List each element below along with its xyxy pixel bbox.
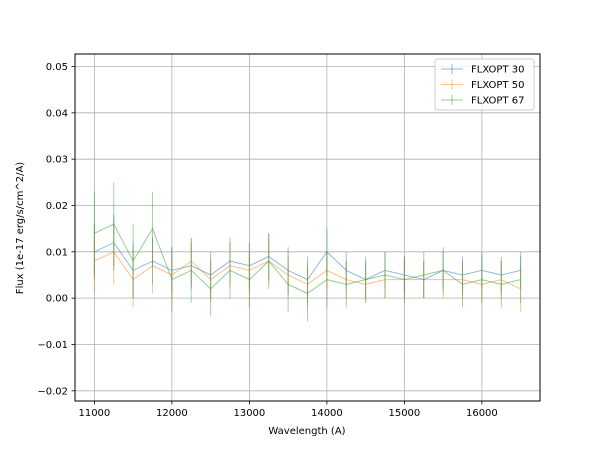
legend-label: FLXOPT 67 bbox=[471, 96, 524, 107]
y-axis-label: Flux (1e-17 erg/s/cm^2/A) bbox=[15, 162, 26, 294]
y-tick-label: −0.01 bbox=[37, 340, 68, 351]
x-axis-label: Wavelength (A) bbox=[268, 426, 345, 437]
series-line bbox=[94, 223, 521, 295]
y-tick-label: 0.03 bbox=[46, 155, 68, 166]
legend-label: FLXOPT 50 bbox=[471, 80, 524, 91]
legend: FLXOPT 30 FLXOPT 50 FLXOPT 67 bbox=[434, 58, 535, 111]
x-axis-ticks: 11000 12000 13000 14000 15000 16000 bbox=[78, 401, 498, 419]
legend-item: FLXOPT 50 bbox=[441, 79, 524, 91]
series-line bbox=[94, 251, 521, 290]
y-tick-label: 0.02 bbox=[46, 201, 68, 212]
x-tick-label: 15000 bbox=[388, 408, 420, 419]
x-tick-label: 14000 bbox=[311, 408, 343, 419]
series-layer bbox=[93, 182, 522, 322]
legend-item: FLXOPT 67 bbox=[441, 95, 524, 107]
x-tick-label: 11000 bbox=[78, 408, 110, 419]
legend-item: FLXOPT 30 bbox=[441, 64, 524, 76]
y-tick-label: 0.01 bbox=[46, 247, 68, 258]
x-tick-label: 12000 bbox=[156, 408, 188, 419]
y-tick-label: 0.05 bbox=[46, 62, 68, 73]
y-tick-label: −0.02 bbox=[37, 386, 68, 397]
series-3 bbox=[93, 182, 522, 322]
grid-lines bbox=[75, 54, 540, 401]
plot-frame bbox=[74, 53, 541, 402]
series-line bbox=[94, 241, 521, 281]
series-1 bbox=[93, 214, 522, 303]
legend-label: FLXOPT 30 bbox=[471, 65, 524, 76]
y-axis-ticks: −0.02 −0.01 0.00 0.01 0.02 0.03 0.04 0.05 bbox=[37, 62, 75, 397]
x-tick-label: 16000 bbox=[466, 408, 498, 419]
x-tick-label: 13000 bbox=[233, 408, 265, 419]
legend-box bbox=[434, 58, 535, 111]
y-tick-label: 0.00 bbox=[46, 294, 68, 305]
y-tick-label: 0.04 bbox=[46, 108, 68, 119]
